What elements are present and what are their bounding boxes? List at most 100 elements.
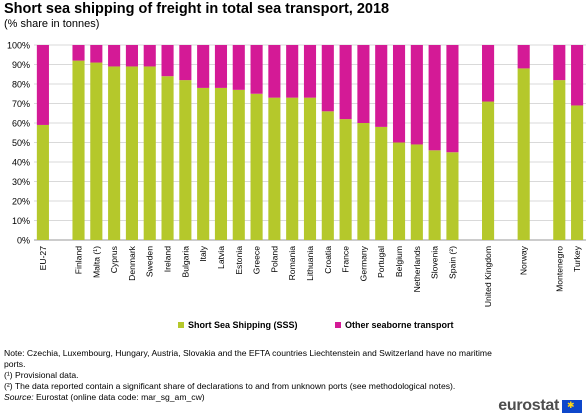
x-tick-label: Poland [269, 246, 279, 273]
x-tick-label: Bulgaria [180, 246, 190, 278]
bar-sss [410, 144, 423, 240]
y-tick-label: 90% [12, 60, 30, 70]
bar-sss [517, 68, 530, 241]
eu-flag-icon [562, 399, 582, 413]
note-no-ports: Note: Czechia, Luxembourg, Hungary, Aust… [4, 348, 492, 369]
chart-title: Short sea shipping of freight in total s… [4, 1, 390, 17]
bar-other [161, 45, 174, 77]
x-tick-label: Italy [198, 245, 208, 261]
stacked-bar-chart: 0% 10% 20% 30% 40% 50% 60% 70% 80% 90% 100% EU-27 Fi… [7, 41, 586, 330]
bar-sss [90, 62, 103, 240]
bar-sss [375, 126, 388, 240]
bar-sss [72, 60, 85, 240]
footnotes: Note: Czechia, Luxembourg, Hungary, Aust… [4, 348, 504, 403]
y-tick-label: 40% [12, 158, 30, 168]
bar-other [268, 45, 281, 98]
y-tick-label: 30% [12, 177, 30, 187]
chart-subtitle: (% share in tonnes) [4, 18, 100, 30]
x-tick-label: Spain (²) [447, 246, 457, 279]
x-tick-label: Finland [74, 246, 84, 274]
bar-other [36, 45, 49, 125]
bar-sss [553, 80, 566, 240]
y-tick-label: 60% [12, 119, 30, 129]
bar-sss [339, 119, 352, 240]
x-tick-label: Cyprus [109, 246, 119, 273]
x-tick-label: Denmark [127, 245, 137, 281]
bar-other [339, 45, 352, 120]
bar-sss [214, 87, 228, 241]
bar-other [197, 45, 210, 88]
bar-sss [232, 89, 245, 240]
bar-other [125, 45, 138, 67]
bar-other [214, 45, 228, 88]
x-tick-label: Greece [252, 246, 262, 274]
bar-other [143, 45, 156, 67]
bar-other [250, 45, 263, 94]
bar-other [482, 45, 495, 102]
x-tick-label: Turkey [572, 245, 582, 272]
bar-other [108, 45, 121, 67]
bar-sss [428, 150, 441, 240]
x-tick-label: Estonia [234, 246, 244, 275]
x-tick-label: EU-27 [38, 246, 48, 271]
legend-label-sss: Short Sea Shipping (SSS) [188, 320, 298, 330]
legend-swatch-other [335, 322, 341, 328]
bar-other [90, 45, 103, 63]
bar-sss [36, 124, 49, 240]
note-provisional: (¹) Provisional data. [4, 370, 79, 380]
x-tick-label: Sweden [145, 246, 155, 277]
x-tick-label: Romania [287, 246, 297, 281]
bar-sss [250, 93, 263, 240]
note-unknown-ports: (²) The data reported contain a signific… [4, 381, 456, 391]
x-tick-label: United Kingdom [483, 246, 493, 307]
bar-other [428, 45, 441, 151]
y-tick-label: 50% [12, 138, 30, 148]
bar-sss [161, 76, 174, 240]
bar-sss [286, 97, 299, 241]
x-tick-label: Norway [519, 245, 529, 275]
legend-label-other: Other seaborne transport [345, 320, 454, 330]
bar-sss [197, 87, 210, 241]
bar-other [553, 45, 566, 81]
y-tick-label: 20% [12, 197, 30, 207]
x-tick-label: Croatia [323, 246, 333, 274]
bar-other [446, 45, 459, 153]
y-tick-label: 100% [7, 41, 30, 51]
x-tick-label: Germany [358, 245, 368, 281]
y-tick-label: 10% [12, 216, 30, 226]
bar-sss [143, 66, 156, 240]
bar-other [410, 45, 423, 145]
x-tick-label: Malta (¹) [91, 246, 101, 278]
legend-swatch-sss [178, 322, 184, 328]
bar-other [232, 45, 245, 90]
x-tick-label: Ireland [163, 246, 173, 272]
bar-sss [357, 123, 370, 240]
bar-sss [446, 152, 459, 240]
bar-other [571, 45, 584, 106]
bar-sss [179, 80, 192, 240]
bar-other [72, 45, 85, 61]
y-tick-label: 70% [12, 99, 30, 109]
x-tick-label: Lithuania [305, 246, 315, 281]
bar-sss [108, 66, 121, 240]
source-label: Source: [4, 392, 34, 402]
bar-sss [321, 111, 334, 240]
bar-sss [303, 97, 317, 241]
bar-other [303, 45, 317, 98]
y-tick-label: 0% [17, 236, 30, 246]
eurostat-logo-text: eurostat [498, 397, 559, 414]
source-line: Source: Eurostat (online data code: mar_… [4, 392, 504, 403]
bar-sss [268, 97, 281, 241]
x-tick-label: France [341, 246, 351, 273]
source-text: Eurostat (online data code: mar_sg_am_cw… [33, 392, 205, 402]
eurostat-logo: eurostat [498, 397, 582, 415]
bar-other [179, 45, 192, 81]
x-tick-label: Netherlands [412, 246, 422, 292]
x-tick-label: Latvia [216, 246, 226, 269]
bar-sss [125, 66, 138, 240]
bar-other [392, 45, 406, 143]
bar-other [517, 45, 530, 69]
y-tick-label: 80% [12, 80, 30, 90]
x-tick-label: Portugal [376, 246, 386, 278]
bar-other [286, 45, 299, 98]
